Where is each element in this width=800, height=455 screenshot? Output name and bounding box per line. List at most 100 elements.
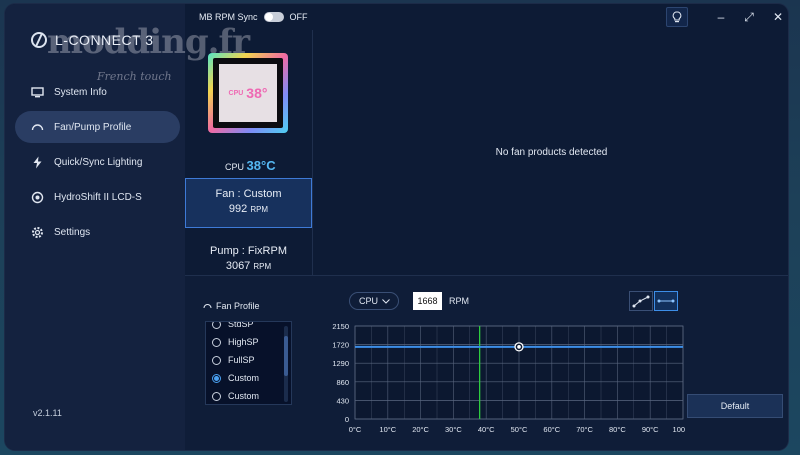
- sidebar-item-hydroshift[interactable]: HydroShift II LCD-S: [15, 181, 180, 213]
- watermark-subtitle: French touch: [97, 70, 172, 83]
- sidebar-item-quick-sync-lighting[interactable]: Quick/Sync Lighting: [15, 146, 180, 178]
- sidebar: modding.fr French touch L-CONNECT 3 Syst…: [5, 4, 250, 450]
- x-tick-label: 60°C: [543, 425, 560, 434]
- profile-option-label: Custom: [228, 391, 260, 401]
- app-version: v2.1.11: [33, 408, 62, 418]
- x-tick-label: 30°C: [445, 425, 462, 434]
- y-tick-label: 1720: [332, 341, 349, 350]
- y-tick-label: 860: [336, 378, 349, 387]
- mb-rpm-sync-state: OFF: [289, 12, 308, 22]
- profile-option-label: StdSP: [228, 321, 254, 329]
- x-tick-label: 40°C: [478, 425, 495, 434]
- radio-icon: [212, 337, 221, 347]
- no-fan-message: No fan products detected: [495, 147, 608, 158]
- chevron-down-icon: [382, 296, 390, 306]
- rpm-input[interactable]: 1668: [413, 292, 442, 310]
- mb-rpm-sync-toggle[interactable]: [263, 12, 284, 22]
- profile-option-highsp[interactable]: HighSP: [206, 333, 291, 351]
- sidebar-item-label: HydroShift II LCD-S: [54, 191, 142, 203]
- profile-option-fullsp[interactable]: FullSP: [206, 351, 291, 369]
- x-tick-label: 50°C: [511, 425, 528, 434]
- profile-option-label: Custom: [228, 373, 260, 383]
- profile-option-custom[interactable]: Custom: [206, 369, 291, 387]
- x-tick-label: 100°C: [673, 425, 685, 434]
- brand-logo-icon: [31, 32, 47, 48]
- lightning-icon: [31, 156, 44, 169]
- pump-card[interactable]: Pump : FixRPM 3067 RPM: [185, 236, 312, 274]
- app-window: modding.fr French touch L-CONNECT 3 Syst…: [5, 4, 788, 450]
- pump-card-title: Pump : FixRPM: [209, 245, 287, 257]
- sidebar-item-label: System Info: [54, 86, 107, 98]
- radio-selected-icon: [212, 373, 221, 383]
- sidebar-nav: System Info Fan/Pump Profile Quick/Sync …: [15, 76, 180, 251]
- minimize-icon[interactable]: –: [717, 10, 725, 24]
- profile-option-stdsp[interactable]: StdSP: [206, 321, 291, 333]
- y-tick-label: 2150: [332, 322, 349, 331]
- sidebar-item-settings[interactable]: Settings: [15, 216, 180, 248]
- maximize-icon[interactable]: ⤢: [744, 10, 754, 24]
- lcd-temperature: 38°: [246, 85, 268, 101]
- radio-icon: [212, 391, 221, 401]
- y-tick-label: 1290: [332, 359, 349, 368]
- radio-icon: [212, 355, 221, 365]
- pump-rpm-unit: RPM: [253, 262, 272, 271]
- gauge-icon: [31, 121, 44, 134]
- fan-rpm-value: 992: [228, 203, 248, 215]
- curve-mode-icon: [632, 295, 650, 308]
- fan-rpm-unit: RPM: [250, 205, 269, 214]
- fan-profile-heading: Fan Profile: [203, 301, 260, 311]
- x-tick-label: 90°C: [642, 425, 659, 434]
- cpu-temperature: CPU 38°C: [225, 158, 276, 173]
- fan-curve-chart[interactable]: 0 430 860 1290 1720 2150 0°C 10°C 20°C 30°C 40°C 50…: [325, 318, 685, 443]
- device-column: CPU 38° CPU 38°C Fan : Custom 992 RPM Pu…: [185, 30, 313, 275]
- pump-rpm-value: 3067: [225, 260, 251, 272]
- lcd-cpu-label: CPU: [228, 89, 244, 97]
- fan-profile-label: Fan Profile: [216, 301, 260, 311]
- sidebar-item-label: Quick/Sync Lighting: [54, 156, 143, 168]
- monitor-icon: [31, 86, 44, 99]
- brand: L-CONNECT 3: [31, 32, 154, 48]
- fan-profile-icon: [203, 301, 212, 311]
- profile-option-label: HighSP: [228, 337, 259, 347]
- x-tick-label: 10°C: [379, 425, 396, 434]
- mb-rpm-sync: MB RPM Sync OFF: [199, 12, 308, 22]
- curve-mode-button[interactable]: [629, 291, 653, 311]
- fixed-mode-icon: [657, 299, 675, 303]
- default-button[interactable]: Default: [687, 394, 783, 418]
- y-tick-label: 0: [345, 415, 349, 424]
- rpm-unit-label: RPM: [449, 296, 469, 306]
- cooler-preview: CPU 38°: [208, 53, 288, 133]
- lcd-screen: CPU 38°: [219, 64, 277, 122]
- profile-list: StdSP HighSP FullSP Custom Custom: [205, 321, 292, 405]
- curve-handle-center: [517, 345, 521, 349]
- sidebar-item-fan-pump-profile[interactable]: Fan/Pump Profile: [15, 111, 180, 143]
- sidebar-item-label: Fan/Pump Profile: [54, 121, 132, 133]
- x-tick-label: 80°C: [609, 425, 626, 434]
- gear-icon: [31, 226, 44, 239]
- fixed-mode-button[interactable]: [654, 291, 678, 311]
- cpu-temp-label: CPU: [225, 162, 245, 172]
- temperature-source-value: CPU: [359, 296, 379, 306]
- close-icon[interactable]: ✕: [772, 10, 784, 24]
- brand-name: L-CONNECT 3: [55, 32, 154, 48]
- fan-card[interactable]: Fan : Custom 992 RPM: [185, 178, 312, 228]
- cooler-icon: [31, 191, 44, 204]
- profile-list-scrollbar[interactable]: [284, 326, 288, 402]
- title-bar: MB RPM Sync OFF – ⤢ ✕: [185, 4, 788, 30]
- x-tick-label: 20°C: [412, 425, 429, 434]
- profile-option-label: FullSP: [228, 355, 255, 365]
- sidebar-item-system-info[interactable]: System Info: [15, 76, 180, 108]
- scrollbar-thumb[interactable]: [284, 336, 288, 376]
- cpu-temp-value: 38°C: [246, 158, 276, 173]
- x-tick-label: 70°C: [576, 425, 593, 434]
- lightbulb-icon[interactable]: [666, 7, 688, 27]
- x-tick-label: 0°C: [349, 425, 362, 434]
- mb-rpm-sync-label: MB RPM Sync: [199, 12, 258, 22]
- profile-option-custom-2[interactable]: Custom: [206, 387, 291, 404]
- temperature-source-select[interactable]: CPU: [349, 292, 399, 310]
- fan-profile-panel: Fan Profile StdSP HighSP FullSP Cus: [185, 275, 788, 450]
- fan-card-title: Fan : Custom: [215, 188, 282, 200]
- sidebar-item-label: Settings: [54, 226, 91, 238]
- y-tick-label: 430: [336, 396, 349, 405]
- radio-icon: [212, 322, 221, 329]
